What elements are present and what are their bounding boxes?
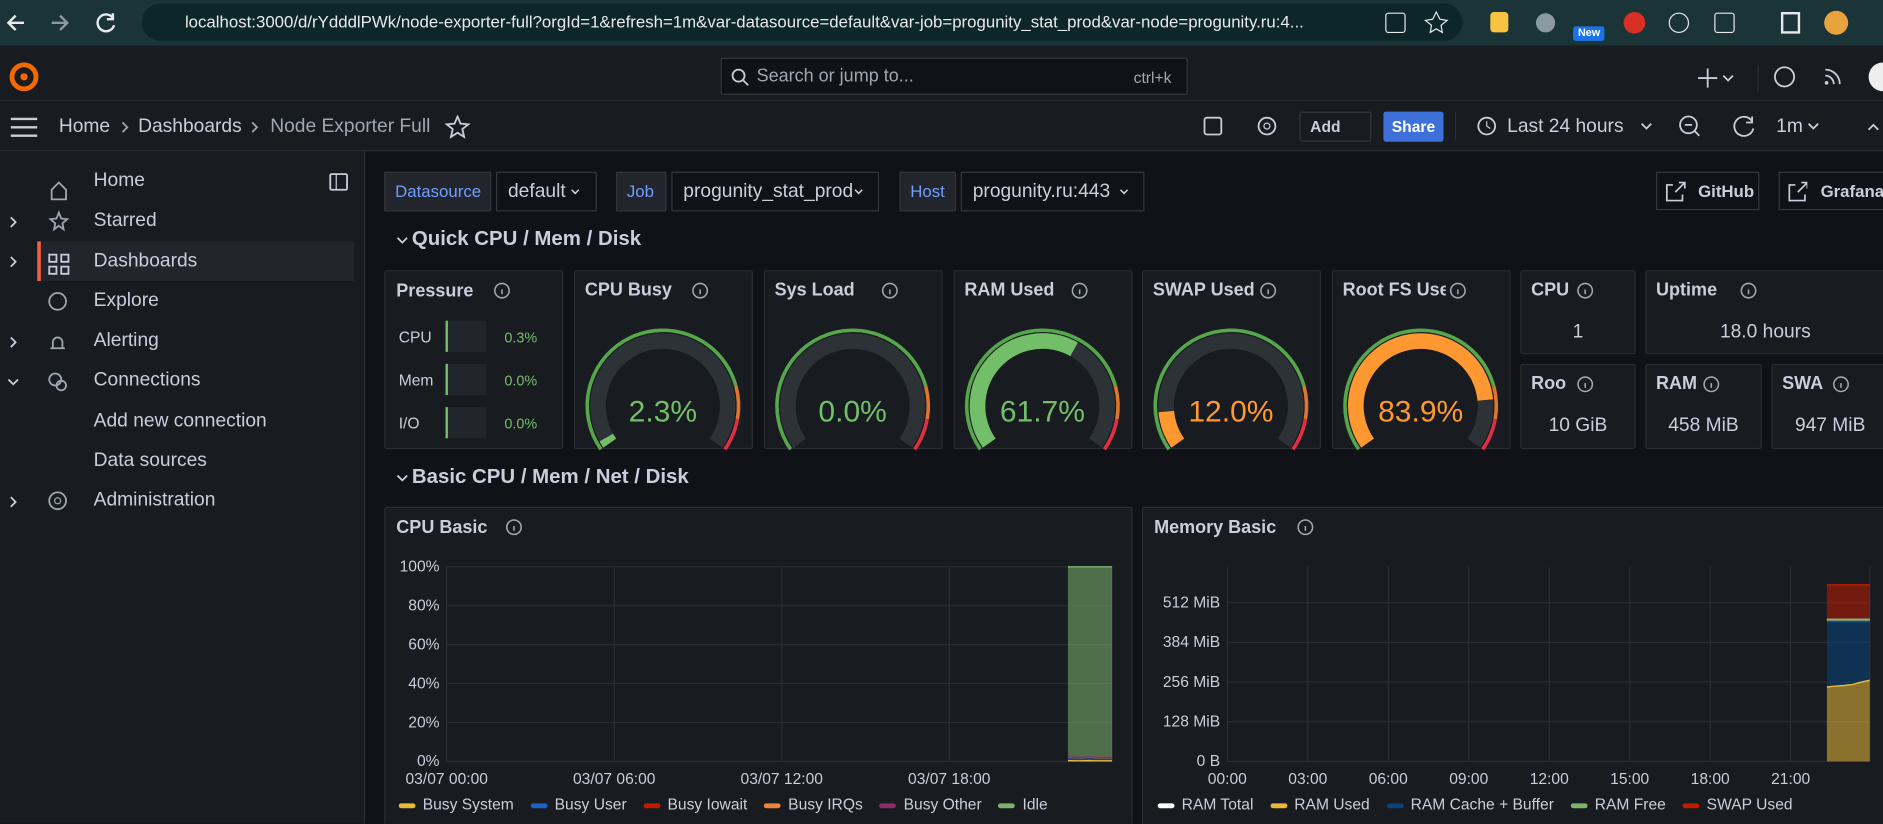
y-tick-label: 80% [408, 598, 439, 615]
y-tick-label: 60% [408, 636, 439, 653]
y-tick-label: 384 MiB [1163, 634, 1220, 651]
x-tick-label: 03/07 12:00 [741, 771, 824, 788]
pressure-bar-bg [446, 407, 487, 438]
x-tick-label: 06:00 [1369, 771, 1408, 788]
gauge-threshold [1115, 386, 1118, 419]
y-tick-label: 20% [408, 714, 439, 731]
y-tick-label: 40% [408, 675, 439, 692]
x-tick-label: 21:00 [1771, 771, 1810, 788]
y-tick-label: 0 B [1197, 753, 1220, 770]
x-tick-label: 03/07 18:00 [908, 771, 991, 788]
y-tick-label: 0% [417, 753, 440, 770]
y-tick-label: 256 MiB [1163, 674, 1220, 691]
x-tick-label: 03/07 06:00 [573, 771, 656, 788]
pressure-label: CPU [399, 329, 432, 346]
pressure-value: 0.0% [504, 373, 537, 389]
gauge-threshold [736, 386, 739, 419]
gauge-value: 0.0% [818, 396, 886, 429]
stat-value: 947 MiB [1795, 415, 1865, 436]
series-area [1827, 622, 1870, 687]
x-tick-label: 03/07 00:00 [406, 771, 489, 788]
gauge-value: 2.3% [629, 396, 697, 429]
pressure-bar-bg [446, 321, 487, 352]
pressure-bar-bg [446, 364, 487, 395]
pressure-label: I/O [399, 416, 420, 433]
pressure-value: 0.3% [504, 330, 537, 346]
y-tick-label: 512 MiB [1163, 595, 1220, 612]
x-tick-label: 18:00 [1691, 771, 1730, 788]
x-tick-label: 12:00 [1530, 771, 1569, 788]
series-area [1827, 585, 1870, 620]
pressure-bar [446, 407, 448, 438]
y-tick-label: 128 MiB [1163, 714, 1220, 731]
gauge-value-arc [606, 438, 609, 444]
pressure-bar [446, 321, 448, 352]
x-tick-label: 15:00 [1610, 771, 1649, 788]
gauge-value: 12.0% [1188, 396, 1273, 429]
series-line [1068, 757, 1112, 758]
gauge-threshold [1304, 386, 1307, 419]
gauge-threshold [926, 386, 929, 419]
y-tick-label: 100% [400, 559, 440, 576]
series-area [1827, 680, 1870, 761]
pressure-bar [446, 364, 448, 395]
series-area [1068, 567, 1112, 758]
gauge-value: 61.7% [1000, 396, 1085, 429]
stat-value: 458 MiB [1668, 415, 1738, 436]
gauge-value-arc [1166, 412, 1177, 444]
x-tick-label: 09:00 [1449, 771, 1488, 788]
stat-value: 18.0 hours [1720, 321, 1811, 342]
pressure-label: Mem [399, 372, 434, 389]
stat-value: 1 [1573, 321, 1584, 342]
stat-value: 10 GiB [1549, 415, 1608, 436]
gauge-threshold [1494, 386, 1497, 419]
pressure-value: 0.0% [504, 417, 537, 433]
x-tick-label: 03:00 [1288, 771, 1327, 788]
x-tick-label: 00:00 [1208, 771, 1247, 788]
gauge-value: 83.9% [1378, 396, 1463, 429]
